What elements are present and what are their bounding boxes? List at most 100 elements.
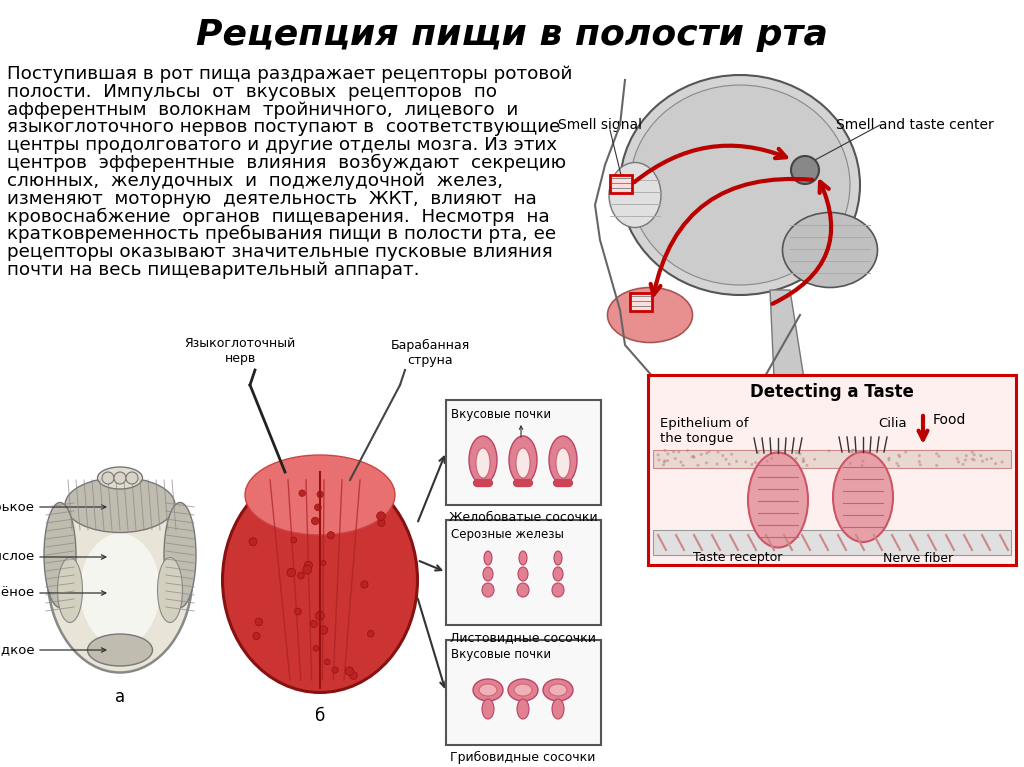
Circle shape [314, 504, 322, 511]
Circle shape [735, 460, 738, 463]
Circle shape [674, 457, 677, 460]
Text: Листовидные сосочки: Листовидные сосочки [451, 631, 596, 644]
Circle shape [994, 462, 997, 465]
Ellipse shape [630, 85, 850, 285]
Circle shape [851, 449, 854, 452]
Circle shape [935, 453, 938, 456]
Circle shape [850, 451, 853, 454]
Circle shape [751, 463, 754, 466]
Circle shape [708, 450, 711, 453]
Text: афферентным  волокнам  тройничного,  лицевого  и: афферентным волокнам тройничного, лицево… [7, 100, 518, 119]
Circle shape [664, 449, 667, 452]
Circle shape [706, 452, 709, 455]
Ellipse shape [554, 551, 562, 565]
Circle shape [692, 456, 695, 459]
Circle shape [378, 519, 385, 526]
Bar [653, 450, 1011, 468]
Text: Серозные железы: Серозные железы [451, 528, 564, 541]
Ellipse shape [553, 567, 563, 581]
Circle shape [918, 460, 921, 463]
Circle shape [299, 490, 305, 496]
Text: Рецепция пищи в полости рта: Рецепция пищи в полости рта [196, 18, 828, 52]
Bar [446, 640, 601, 745]
Text: полости.  Импульсы  от  вкусовых  рецепторов  по: полости. Импульсы от вкусовых рецепторов… [7, 83, 497, 100]
Circle shape [699, 453, 702, 456]
Circle shape [680, 461, 682, 463]
Ellipse shape [44, 502, 76, 607]
Ellipse shape [552, 699, 564, 719]
Circle shape [377, 512, 385, 521]
Circle shape [990, 457, 993, 460]
Ellipse shape [517, 583, 529, 597]
Circle shape [1000, 460, 1004, 463]
Circle shape [937, 455, 940, 458]
Circle shape [328, 532, 335, 539]
Circle shape [898, 455, 901, 458]
Text: а: а [115, 688, 125, 706]
Ellipse shape [483, 567, 493, 581]
Circle shape [255, 618, 262, 626]
Text: Грибовидные сосочки: Грибовидные сосочки [451, 751, 596, 764]
Circle shape [291, 537, 297, 543]
Text: центры продолговатого и другие отделы мозга. Из этих: центры продолговатого и другие отделы мо… [7, 137, 557, 154]
Text: Горькое: Горькое [0, 501, 35, 513]
Text: б: б [314, 707, 326, 725]
Circle shape [686, 449, 689, 452]
Circle shape [730, 453, 733, 456]
Circle shape [297, 572, 304, 579]
Text: рецепторы оказывают значительные пусковые влияния: рецепторы оказывают значительные пусковы… [7, 243, 553, 261]
Ellipse shape [97, 467, 142, 489]
Circle shape [303, 565, 311, 574]
Bar [610, 175, 632, 193]
Circle shape [295, 608, 301, 615]
Circle shape [317, 491, 324, 498]
Circle shape [799, 453, 802, 456]
Circle shape [957, 460, 961, 463]
Ellipse shape [549, 684, 567, 696]
Bar [648, 375, 1016, 565]
Ellipse shape [516, 448, 530, 478]
Text: Food: Food [933, 413, 967, 427]
Circle shape [935, 464, 938, 467]
Ellipse shape [748, 453, 808, 548]
Text: Языкоглоточный
нерв: Языкоглоточный нерв [184, 337, 296, 365]
Text: Барабанная
струна: Барабанная струна [390, 339, 470, 367]
Circle shape [806, 464, 809, 467]
Circle shape [114, 472, 126, 484]
Ellipse shape [549, 436, 577, 484]
Circle shape [766, 459, 769, 463]
Circle shape [345, 667, 353, 675]
Ellipse shape [158, 558, 182, 623]
Circle shape [663, 460, 666, 463]
Ellipse shape [222, 468, 418, 693]
Circle shape [803, 459, 806, 463]
Circle shape [692, 455, 695, 458]
Text: Солёное: Солёное [0, 587, 35, 600]
Ellipse shape [482, 583, 494, 597]
Circle shape [827, 449, 830, 453]
Ellipse shape [469, 436, 497, 484]
Ellipse shape [543, 679, 573, 701]
Ellipse shape [479, 684, 497, 696]
Circle shape [725, 458, 727, 461]
Circle shape [249, 538, 257, 546]
Circle shape [321, 561, 326, 565]
Circle shape [662, 463, 665, 466]
Ellipse shape [782, 212, 878, 288]
Ellipse shape [245, 455, 395, 535]
Circle shape [102, 472, 114, 484]
Bar [630, 293, 652, 311]
Circle shape [897, 465, 900, 467]
Circle shape [897, 453, 900, 456]
Ellipse shape [833, 452, 893, 542]
Text: Вкусовые почки: Вкусовые почки [451, 408, 551, 421]
Circle shape [349, 672, 357, 680]
Text: кратковременность пребывания пищи в полости рта, ее: кратковременность пребывания пищи в поло… [7, 225, 556, 243]
Circle shape [971, 451, 974, 454]
Circle shape [716, 463, 719, 466]
Circle shape [802, 457, 805, 460]
Circle shape [304, 561, 312, 569]
Text: Epithelium of
the tongue: Epithelium of the tongue [660, 417, 749, 445]
Circle shape [744, 460, 748, 463]
Ellipse shape [508, 679, 538, 701]
